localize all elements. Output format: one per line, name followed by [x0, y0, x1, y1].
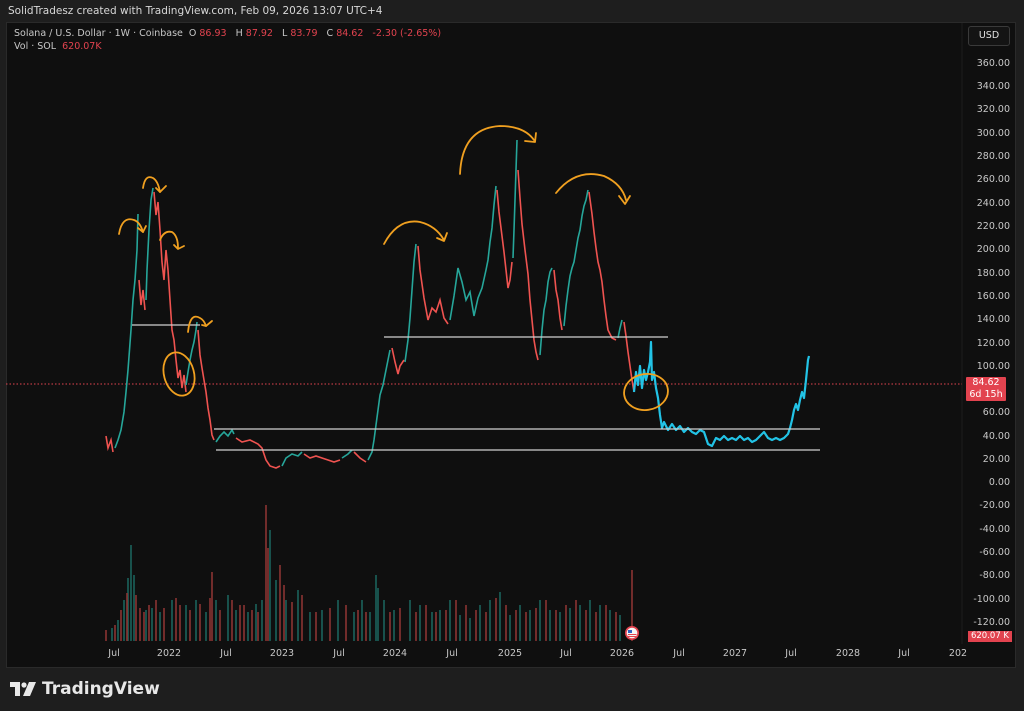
- time-tick: Jul: [220, 648, 232, 659]
- time-tick: 2024: [382, 648, 408, 659]
- low-value: 83.79: [290, 28, 318, 39]
- time-tick: Jul: [560, 648, 572, 659]
- time-tick: 2023: [269, 648, 295, 659]
- time-tick: Jul: [333, 648, 345, 659]
- time-tick: 2022: [156, 648, 182, 659]
- time-tick: 202: [948, 648, 968, 659]
- price-tick: -80.00: [979, 570, 1010, 581]
- time-tick: Jul: [785, 648, 797, 659]
- current-price-tag: 84.62 6d 15h: [966, 377, 1006, 401]
- price-tick: 340.00: [976, 81, 1010, 92]
- price-tick: 40.00: [982, 431, 1010, 442]
- ohlc-row: Solana / U.S. Dollar · 1W · Coinbase O 86…: [14, 28, 442, 39]
- price-tick: 140.00: [976, 314, 1010, 325]
- attribution-text: SolidTradesz created with TradingView.co…: [8, 5, 383, 17]
- open-value: 86.93: [199, 28, 227, 39]
- price-tick: -40.00: [979, 524, 1010, 535]
- tradingview-logo[interactable]: TradingView: [10, 679, 160, 699]
- symbol-name[interactable]: Solana / U.S. Dollar · 1W · Coinbase: [14, 28, 183, 39]
- price-tick: 200.00: [976, 244, 1010, 255]
- price-tick: 220.00: [976, 221, 1010, 232]
- price-tick: 100.00: [976, 361, 1010, 372]
- price-tick: 120.00: [976, 338, 1010, 349]
- price-tick: 20.00: [982, 454, 1010, 465]
- time-tick: Jul: [898, 648, 910, 659]
- price-tick: -60.00: [979, 547, 1010, 558]
- time-tick: 2027: [722, 648, 748, 659]
- price-tick: 300.00: [976, 128, 1010, 139]
- change-value: -2.30 (-2.65%): [372, 28, 442, 39]
- close-value: 84.62: [336, 28, 364, 39]
- volume-tag: 620.07 K: [968, 631, 1012, 642]
- price-tick: 360.00: [976, 58, 1010, 69]
- projection-series: [632, 340, 811, 448]
- price-tick: -20.00: [979, 500, 1010, 511]
- volume-label[interactable]: Vol · SOL: [14, 41, 57, 52]
- us-event-flag-icon[interactable]: [625, 626, 639, 640]
- volume-row: Vol · SOL 620.07K: [14, 40, 444, 53]
- bar-countdown: 6d 15h: [969, 389, 1003, 400]
- time-tick: 2025: [497, 648, 523, 659]
- price-candles: [105, 139, 635, 469]
- time-tick: Jul: [673, 648, 685, 659]
- price-tick: 280.00: [976, 151, 1010, 162]
- high-value: 87.92: [245, 28, 273, 39]
- time-tick: Jul: [446, 648, 458, 659]
- time-tick: Jul: [108, 648, 120, 659]
- price-tick: 0.00: [988, 477, 1010, 488]
- time-tick: 2028: [835, 648, 861, 659]
- volume-bars: [105, 505, 633, 641]
- logo-text: TradingView: [42, 679, 160, 699]
- price-tick: -100.00: [973, 594, 1010, 605]
- support-resistance-lines[interactable]: [132, 324, 820, 451]
- price-tick: 240.00: [976, 198, 1010, 209]
- annotation-arrows[interactable]: [118, 125, 670, 413]
- symbol-legend: Solana / U.S. Dollar · 1W · Coinbase O 86…: [14, 27, 444, 53]
- price-tick: 160.00: [976, 291, 1010, 302]
- price-tick: -120.00: [973, 617, 1010, 628]
- volume-value: 620.07K: [62, 41, 102, 52]
- time-tick: 2026: [609, 648, 635, 659]
- price-tick: 180.00: [976, 268, 1010, 279]
- tradingview-logo-icon: [10, 682, 36, 696]
- currency-button[interactable]: USD: [968, 26, 1010, 46]
- price-tick: 60.00: [982, 407, 1010, 418]
- price-tick: 260.00: [976, 174, 1010, 185]
- price-tick: 320.00: [976, 104, 1010, 115]
